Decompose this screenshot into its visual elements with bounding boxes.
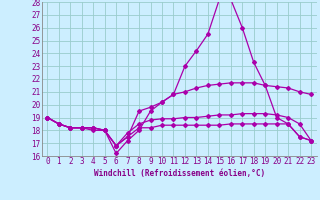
X-axis label: Windchill (Refroidissement éolien,°C): Windchill (Refroidissement éolien,°C): [94, 169, 265, 178]
